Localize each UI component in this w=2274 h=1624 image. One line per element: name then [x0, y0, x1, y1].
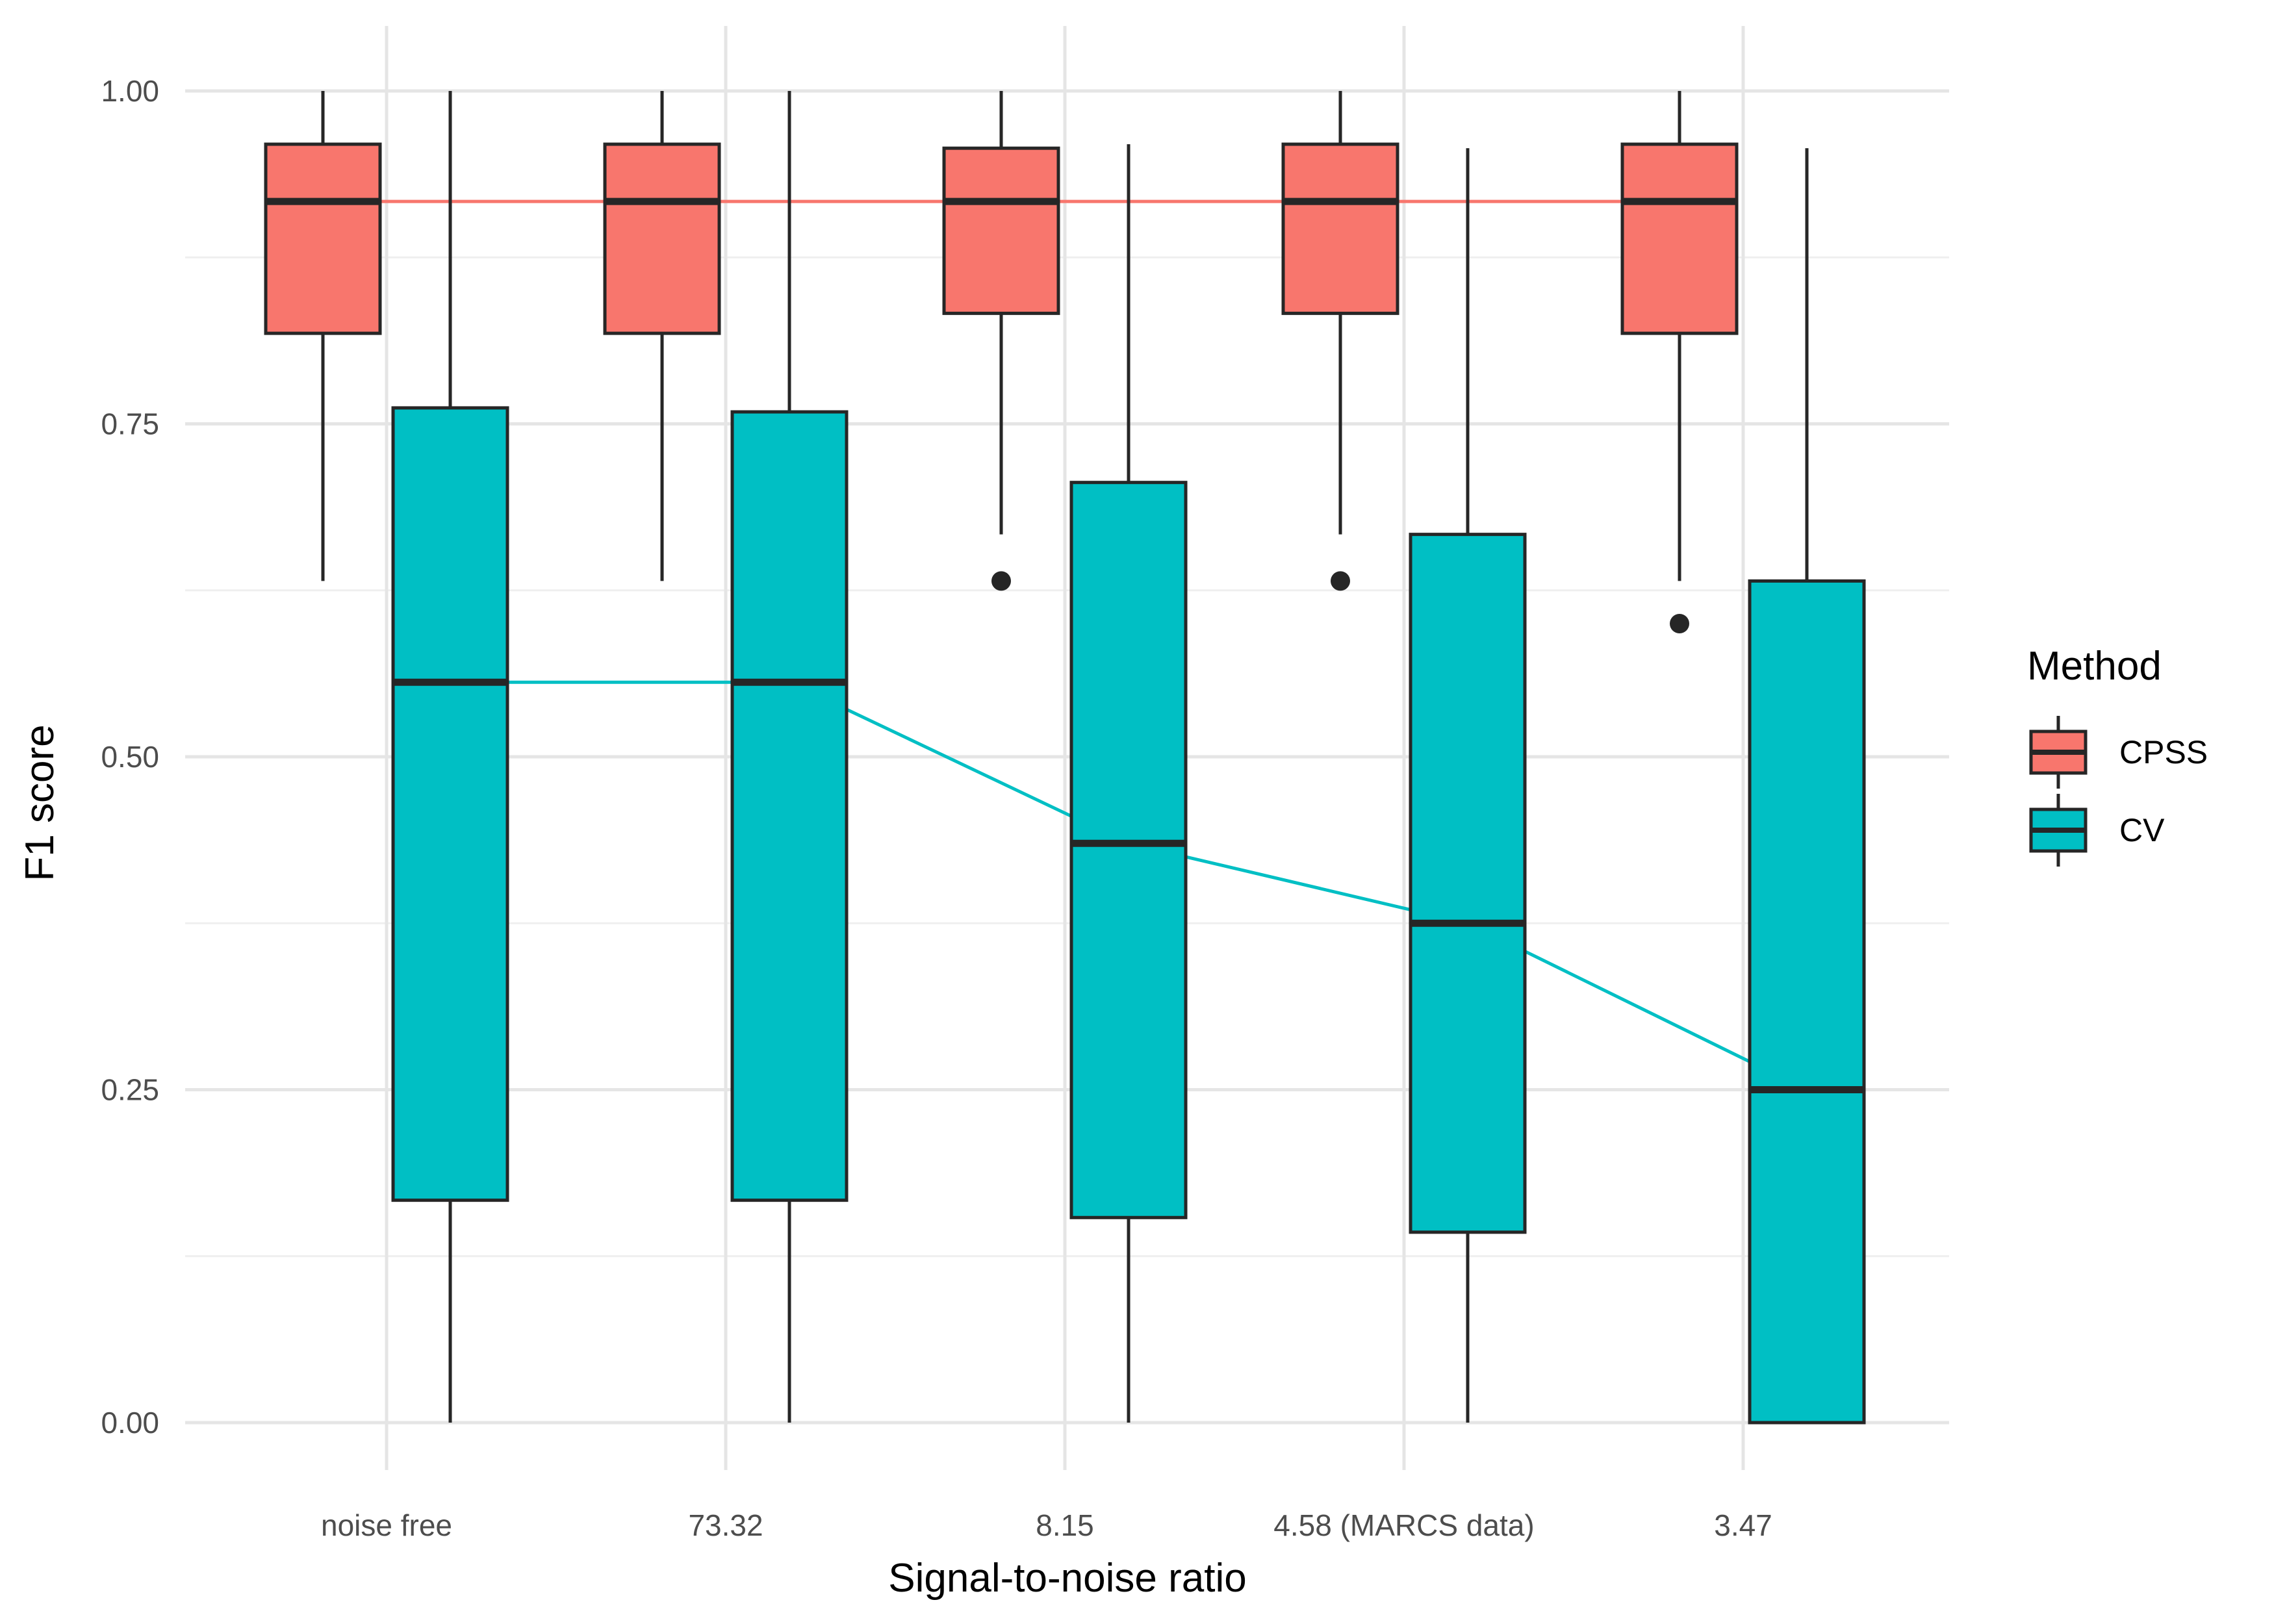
- box-body: [1069, 481, 1188, 1219]
- box-group: [264, 91, 1866, 1425]
- outlier-point: [1331, 571, 1350, 591]
- y-tick-label: 0.00: [101, 1406, 159, 1440]
- x-tick-label: 8.15: [1036, 1508, 1094, 1542]
- legend-label: CPSS: [2119, 734, 2208, 770]
- legend-items: CPSS CV: [2029, 716, 2208, 867]
- y-tick-label: 0.25: [101, 1073, 159, 1107]
- legend-title: Method: [2027, 644, 2162, 689]
- box-cv: [1748, 148, 1866, 1425]
- box-body: [264, 142, 382, 335]
- y-axis-title: F1 score: [18, 724, 62, 881]
- box-body: [391, 406, 509, 1202]
- outlier-point: [1670, 614, 1689, 633]
- outlier-point: [991, 571, 1011, 591]
- x-tick-label: noise free: [321, 1508, 452, 1542]
- box-cv: [391, 91, 509, 1423]
- legend-item-cv: CV: [2029, 794, 2165, 867]
- x-tick-label: 4.58 (MARCS data): [1273, 1508, 1534, 1542]
- box-body: [942, 146, 1060, 315]
- box-body: [1620, 142, 1739, 335]
- box-body: [1409, 533, 1527, 1234]
- y-tick-label: 0.75: [101, 407, 159, 441]
- box-cpss: [1281, 91, 1399, 591]
- legend-label: CV: [2119, 812, 2165, 848]
- box-cpss: [264, 91, 382, 581]
- box-cpss: [1620, 91, 1739, 633]
- y-tick-label: 0.50: [101, 740, 159, 774]
- x-tick-label: 73.32: [688, 1508, 763, 1542]
- box-body: [603, 142, 721, 335]
- box-cpss: [942, 91, 1060, 591]
- y-axis-tick-labels: 0.00 0.25 0.50 0.75 1.00: [101, 74, 159, 1440]
- box-cv: [1409, 148, 1527, 1423]
- legend: Method CPSS CV: [2027, 644, 2208, 867]
- x-axis-tick-labels: noise free 73.32 8.15 4.58 (MARCS data) 3.47: [321, 1508, 1772, 1542]
- box-cv: [1069, 144, 1188, 1423]
- x-axis-title: Signal-to-noise ratio: [888, 1556, 1246, 1601]
- box-body: [1281, 142, 1399, 315]
- y-tick-label: 1.00: [101, 74, 159, 108]
- legend-item-cpss: CPSS: [2029, 716, 2208, 789]
- box-cv: [730, 91, 849, 1423]
- box-cpss: [603, 91, 721, 581]
- x-tick-label: 3.47: [1714, 1508, 1772, 1542]
- box-body: [1748, 579, 1866, 1425]
- box-body: [730, 410, 849, 1202]
